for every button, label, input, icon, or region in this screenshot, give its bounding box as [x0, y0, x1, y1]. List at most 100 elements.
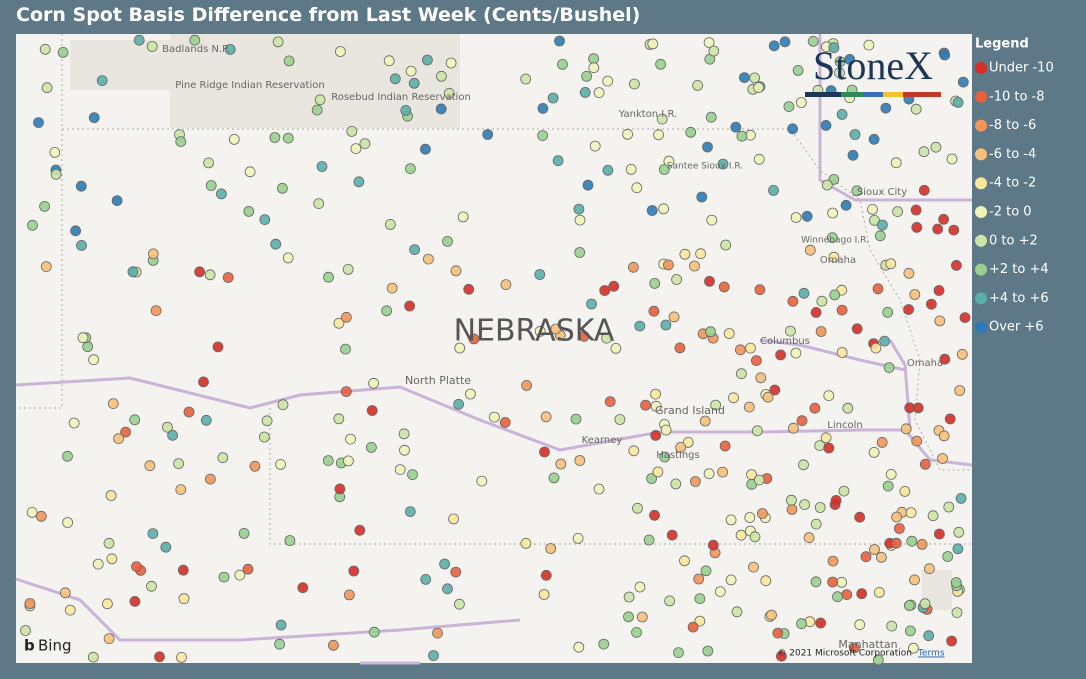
legend-swatch [975, 177, 987, 190]
marker [601, 332, 612, 344]
marker [694, 615, 706, 627]
marker [948, 224, 960, 236]
marker [919, 598, 931, 610]
marker [787, 123, 798, 135]
legend-label: -6 to -4 [989, 147, 1036, 162]
marker [757, 508, 768, 519]
marker [735, 529, 747, 541]
marker [900, 423, 912, 435]
marker [443, 87, 455, 99]
marker [150, 305, 162, 317]
marker [841, 589, 853, 600]
marker [776, 650, 787, 662]
marker [719, 440, 731, 452]
marker [354, 524, 366, 536]
terms-link[interactable]: Terms [917, 649, 945, 659]
marker [574, 247, 586, 258]
marker [685, 126, 697, 138]
marker [87, 651, 99, 663]
marker [604, 396, 616, 408]
marker [49, 146, 61, 158]
marker [647, 38, 659, 50]
marker [224, 44, 236, 55]
marker [856, 588, 868, 600]
marker [743, 401, 755, 413]
marker [946, 635, 957, 647]
marker [690, 476, 701, 487]
marker [892, 206, 903, 218]
marker [70, 225, 81, 237]
marker [939, 353, 951, 365]
marker [275, 619, 287, 631]
marker [834, 56, 846, 68]
marker [903, 304, 914, 315]
place-label: Columbus [760, 336, 810, 347]
marker [766, 609, 777, 621]
map-labels: Badlands N.P. Pine Ridge Indian Reservati… [162, 44, 943, 651]
marker [422, 253, 434, 265]
marker [799, 499, 810, 511]
place-label: Grand Island [655, 404, 725, 417]
marker [872, 283, 884, 295]
marker [957, 76, 969, 88]
marker [323, 271, 334, 283]
marker [911, 221, 923, 233]
marker [222, 272, 234, 283]
marker [836, 576, 847, 588]
marker [924, 563, 935, 575]
marker [877, 219, 888, 231]
marker [873, 587, 885, 598]
marker [350, 143, 362, 155]
marker [820, 432, 832, 444]
marker [217, 452, 229, 464]
marker [804, 244, 816, 256]
marker [147, 528, 159, 539]
marker [464, 388, 476, 400]
markers [20, 34, 971, 666]
marker [751, 355, 762, 367]
marker [177, 564, 189, 576]
marker [918, 184, 930, 196]
marker [445, 57, 457, 69]
marker [581, 70, 592, 82]
marker [277, 399, 289, 411]
marker [500, 279, 512, 291]
marker [796, 415, 808, 427]
marker [420, 574, 432, 585]
marker [428, 650, 439, 661]
marker [658, 164, 670, 175]
marker [342, 455, 354, 467]
marker [419, 143, 431, 155]
marker [803, 532, 815, 544]
marker [649, 277, 661, 289]
marker [775, 349, 786, 361]
marker [933, 285, 945, 296]
legend-swatch [975, 62, 987, 74]
marker [717, 466, 728, 478]
legend-swatch [975, 292, 987, 305]
marker [707, 539, 719, 551]
marker [779, 36, 791, 48]
legend-label: Under -10 [989, 61, 1054, 76]
marker [468, 333, 480, 345]
marker [628, 445, 640, 457]
marker [882, 480, 894, 492]
marker [814, 502, 826, 513]
marker [786, 494, 797, 506]
marker [810, 518, 822, 530]
marker [259, 214, 271, 226]
marker [593, 483, 605, 495]
marker [906, 535, 918, 547]
marker [956, 348, 968, 360]
marker [284, 535, 296, 546]
marker [703, 468, 715, 480]
marker [860, 551, 872, 563]
marker [885, 258, 897, 270]
marker [840, 199, 852, 211]
marker [404, 300, 416, 312]
marker [739, 72, 750, 83]
marker [650, 388, 661, 400]
marker [570, 413, 582, 425]
marker [954, 385, 966, 396]
marker [432, 627, 443, 639]
